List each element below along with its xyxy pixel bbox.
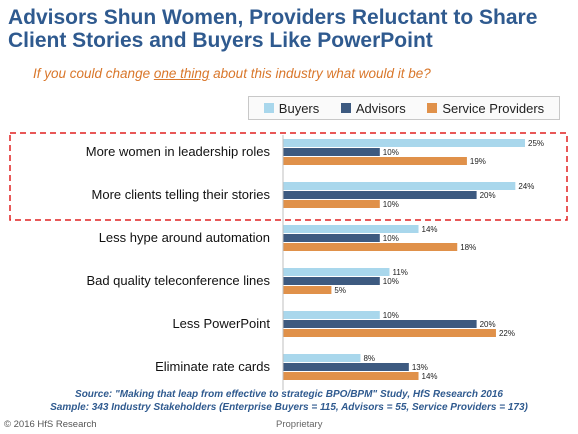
data-label-service-providers-bad-quality-teleconference-lines: 5% xyxy=(334,286,346,295)
category-label-bad-quality-teleconference-lines: Bad quality teleconference lines xyxy=(86,273,270,288)
bar-service-providers-more-women-in-leadership-roles xyxy=(283,157,467,165)
bar-buyers-less-powerpoint xyxy=(283,311,380,319)
legend-swatch-advisors xyxy=(340,103,351,113)
data-label-advisors-less-hype-around-automation: 10% xyxy=(383,234,399,243)
data-label-service-providers-more-clients-telling-their-stories: 10% xyxy=(383,200,399,209)
bar-chart: More women in leadership roles 25% 10% 19% M… xyxy=(9,132,568,390)
page-title: Advisors Shun Women, Providers Reluctant… xyxy=(8,6,538,52)
data-label-buyers-less-powerpoint: 10% xyxy=(383,311,399,320)
highlight-box xyxy=(9,132,568,221)
data-label-buyers-bad-quality-teleconference-lines: 11% xyxy=(392,268,407,277)
data-label-buyers-more-clients-telling-their-stories: 24% xyxy=(518,182,534,191)
data-label-service-providers-less-hype-around-automation: 18% xyxy=(460,243,476,252)
subtitle-emphasis: one thing xyxy=(153,66,210,81)
legend-swatch-buyers xyxy=(263,103,274,113)
legend-item-advisors: Advisors xyxy=(340,100,406,116)
bar-advisors-less-hype-around-automation xyxy=(283,234,380,242)
bar-service-providers-less-powerpoint xyxy=(283,329,496,337)
data-label-advisors-more-clients-telling-their-stories: 20% xyxy=(480,191,496,200)
bar-buyers-more-women-in-leadership-roles xyxy=(283,139,525,147)
data-label-advisors-less-powerpoint: 20% xyxy=(480,320,496,329)
data-label-advisors-more-women-in-leadership-roles: 10% xyxy=(383,148,399,157)
copyright: © 2016 HfS Research xyxy=(4,419,97,430)
bar-buyers-less-hype-around-automation xyxy=(283,225,419,233)
legend-label-advisors: Advisors xyxy=(355,100,406,116)
bar-advisors-less-powerpoint xyxy=(283,320,477,328)
data-label-service-providers-more-women-in-leadership-roles: 19% xyxy=(470,157,486,166)
category-label-more-clients-telling-their-stories: More clients telling their stories xyxy=(92,187,271,202)
legend-item-service-providers: Service Providers xyxy=(427,101,544,116)
bar-buyers-eliminate-rate-cards xyxy=(283,354,361,362)
category-label-eliminate-rate-cards: Eliminate rate cards xyxy=(155,359,270,374)
bar-service-providers-less-hype-around-automation xyxy=(283,243,458,251)
category-label-less-hype-around-automation: Less hype around automation xyxy=(99,230,270,245)
bar-buyers-bad-quality-teleconference-lines xyxy=(283,268,390,276)
bar-advisors-eliminate-rate-cards xyxy=(283,363,409,371)
bar-advisors-more-women-in-leadership-roles xyxy=(283,148,380,156)
legend-label-service-providers: Service Providers xyxy=(442,100,545,116)
data-label-service-providers-eliminate-rate-cards: 14% xyxy=(422,372,438,381)
source-line-1: Source: "Making that leap from effective… xyxy=(75,389,503,400)
category-label-less-powerpoint: Less PowerPoint xyxy=(172,316,270,331)
source-line-2: Sample: 343 Industry Stakeholders (Enter… xyxy=(50,402,528,413)
data-label-buyers-eliminate-rate-cards: 8% xyxy=(363,354,375,363)
data-label-buyers-more-women-in-leadership-roles: 25% xyxy=(528,139,544,148)
bar-service-providers-bad-quality-teleconference-lines xyxy=(283,286,332,294)
legend-label-buyers: Buyers xyxy=(278,100,320,116)
question-subtitle: If you could change one thing about this… xyxy=(33,66,431,81)
bar-buyers-more-clients-telling-their-stories xyxy=(283,182,516,190)
data-label-advisors-bad-quality-teleconference-lines: 10% xyxy=(383,277,399,286)
proprietary-label: Proprietary xyxy=(276,419,323,430)
legend-item-buyers: Buyers xyxy=(263,100,320,116)
bar-service-providers-eliminate-rate-cards xyxy=(283,372,419,380)
source-note: Source: "Making that leap from effective… xyxy=(0,388,578,414)
data-label-service-providers-less-powerpoint: 22% xyxy=(499,329,515,338)
bar-advisors-bad-quality-teleconference-lines xyxy=(283,277,380,285)
subtitle-post: about this industry what would it be? xyxy=(209,66,431,81)
data-label-advisors-eliminate-rate-cards: 13% xyxy=(412,363,428,372)
legend-swatch-service-providers xyxy=(427,103,438,113)
subtitle-pre: If you could change xyxy=(33,66,154,81)
data-label-buyers-less-hype-around-automation: 14% xyxy=(422,225,438,234)
bar-service-providers-more-clients-telling-their-stories xyxy=(283,200,380,208)
chart-legend: Buyers Advisors Service Providers xyxy=(248,96,560,120)
category-label-more-women-in-leadership-roles: More women in leadership roles xyxy=(86,144,271,159)
bar-advisors-more-clients-telling-their-stories xyxy=(283,191,477,199)
